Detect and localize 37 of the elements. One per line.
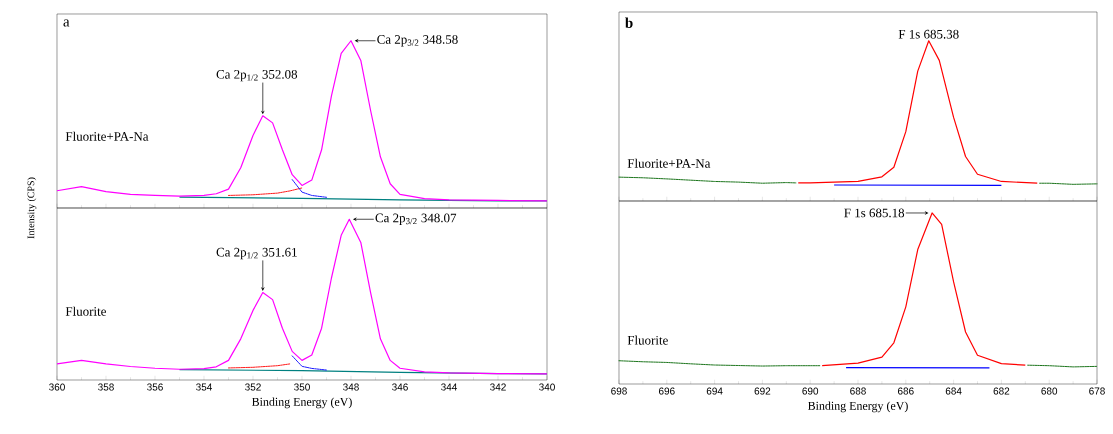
annotation: Fluorite — [65, 306, 106, 316]
annotation: F 1s 685.38 — [898, 29, 959, 39]
x-tick-label: 354 — [196, 383, 213, 391]
annotation: Ca 2p$_{1/2}$ 352.08 — [216, 70, 298, 82]
chart-title: b — [625, 17, 633, 28]
x-tick-label: 340 — [539, 383, 555, 391]
x-tick-label: 342 — [490, 383, 506, 391]
annotation: Fluorite — [627, 335, 668, 345]
x-tick-label: 692 — [754, 387, 771, 395]
x-tick-label: 348 — [343, 383, 359, 391]
x-tick-label: 358 — [98, 383, 114, 391]
chart-title: a — [63, 19, 70, 27]
x-tick-label: 352 — [245, 383, 261, 391]
x-tick-label: 360 — [49, 383, 65, 391]
x-tick-label: 686 — [897, 387, 914, 395]
annotation: Ca 2p$_{3/2}$ 348.58 — [377, 35, 458, 47]
x-tick-label: 350 — [294, 383, 310, 391]
x-tick-label: 678 — [1089, 387, 1105, 395]
x-tick-label: 690 — [802, 387, 819, 395]
x-tick-label: 682 — [993, 387, 1010, 395]
x-tick-label: 680 — [1041, 387, 1058, 395]
x-tick-label: 688 — [850, 387, 866, 395]
annotation: Fluorite+PA-Na — [627, 158, 711, 168]
x-tick-label: 346 — [392, 383, 408, 391]
annotation: Ca 2p$_{3/2}$ 348.07 — [375, 213, 457, 225]
y-axis-title: Intensity (CPS) — [27, 177, 37, 239]
x-tick-label: 694 — [706, 387, 723, 395]
annotation: F 1s 685.18 — [844, 208, 905, 218]
annotation: Fluorite+PA-Na — [65, 131, 149, 141]
annotation: Ca 2p$_{1/2}$ 351.61 — [216, 247, 297, 260]
x-tick-label: 356 — [147, 383, 163, 391]
x-tick-label: 344 — [441, 383, 458, 391]
x-axis-title: Binding Energy (eV) — [251, 397, 352, 409]
x-tick-label: 698 — [611, 387, 627, 395]
x-axis-title: Binding Energy (eV) — [807, 401, 908, 413]
x-tick-label: 696 — [658, 387, 675, 395]
x-tick-label: 684 — [945, 387, 962, 395]
